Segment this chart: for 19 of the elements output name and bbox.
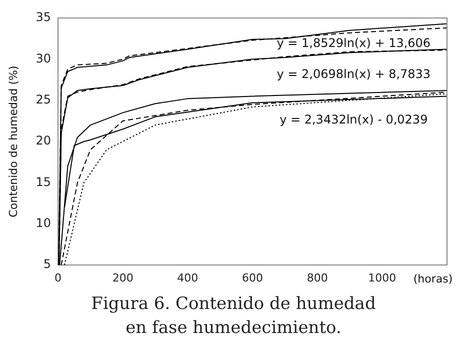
y-tick-label: 30 [36,51,51,66]
x-tick-label: 600 [242,271,263,284]
y-tick-label: 35 [36,10,51,24]
x-tick-label: 0 [54,271,62,284]
x-tick-label: 1000 [368,271,396,284]
x-axis-title: (horas) [413,272,453,286]
x-tick-label: 400 [177,271,198,284]
y-tick-label: 5 [43,257,51,272]
y-tick-label: 10 [36,216,51,230]
y-tick-label: 25 [36,92,51,106]
x-tick-label: 200 [112,271,134,284]
y-tick-label: 15 [36,174,51,189]
text: Figura 6. Contenido de humedad en fase humedecimiento. [90,293,377,340]
x-tick-label: 800 [306,271,328,284]
annotation: y = 2,0698ln(x) + 8,7833 [276,66,431,81]
y-axis-title: Contenido de humedad (%) [6,66,20,218]
y-tick-label: 20 [36,134,51,148]
annotation: y = 2,3432ln(x) - 0,0239 [280,112,428,127]
annotation: y = 1,8529ln(x) + 13,606 [276,36,431,50]
